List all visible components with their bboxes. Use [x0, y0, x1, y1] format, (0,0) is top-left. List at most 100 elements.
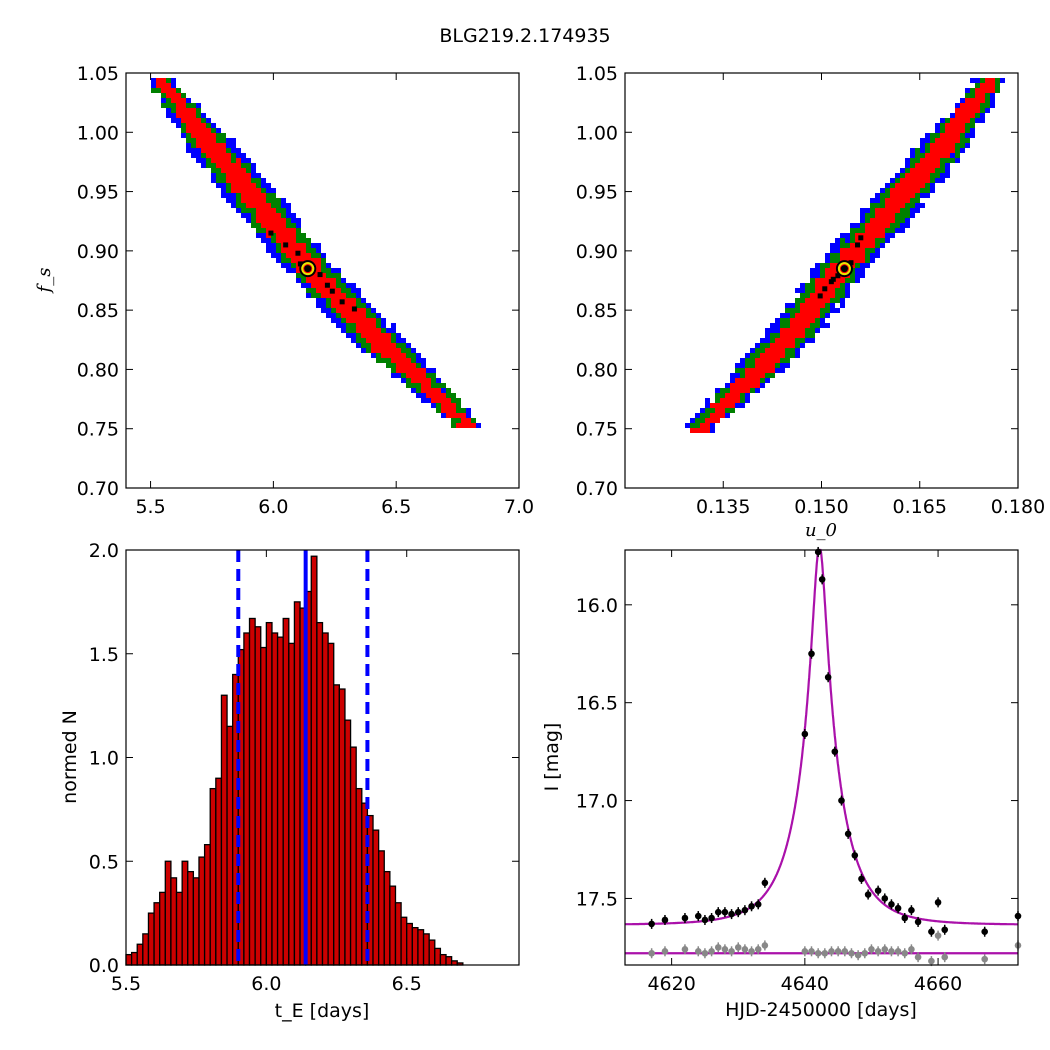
y-tick-label: 0.90: [576, 241, 618, 263]
heat-cell: [296, 258, 301, 263]
y-tick-label: 0.0: [89, 955, 119, 977]
heat-cell: [900, 198, 905, 203]
heat-cell: [825, 263, 830, 268]
heat-cell: [161, 103, 166, 108]
heat-cell: [351, 313, 356, 318]
heat-cell: [760, 378, 765, 383]
heat-cell: [850, 248, 855, 253]
heat-cell: [830, 268, 835, 273]
y-axis-label: f_s: [34, 268, 55, 295]
histogram-bar: [321, 632, 329, 966]
histogram-bar: [400, 916, 408, 966]
heat-cell: [416, 393, 421, 398]
heat-cell: [770, 373, 775, 378]
heat-cell: [750, 383, 755, 388]
heat-cell: [476, 423, 481, 428]
heat-cell: [735, 383, 740, 388]
heat-cell: [366, 303, 371, 308]
y-axis-label: normed N: [59, 710, 81, 804]
heat-cell: [870, 258, 875, 263]
heat-cell: [765, 363, 770, 368]
heat-cell: [905, 218, 910, 223]
heat-cell: [885, 218, 890, 223]
heat-cell: [196, 133, 201, 138]
heat-cell: [710, 428, 715, 433]
heat-cell: [421, 383, 426, 388]
heat-cell: [226, 198, 231, 203]
heat-cell: [196, 108, 201, 113]
heat-cell: [441, 383, 446, 388]
y-axis-label: I [mag]: [541, 723, 563, 792]
heat-cell: [815, 268, 820, 273]
heat-cell: [431, 398, 436, 403]
heat-cell: [291, 248, 296, 253]
heat-cell: [890, 233, 895, 238]
heat-cell: [161, 98, 166, 103]
heat-cell: [920, 168, 925, 173]
heat-cell: [840, 233, 845, 238]
heat-cell: [211, 143, 216, 148]
heat-cell: [201, 158, 206, 163]
heat-cell: [361, 323, 366, 328]
heat-cell: [855, 228, 860, 233]
heat-cell: [216, 183, 221, 188]
heat-cell: [196, 148, 201, 153]
heat-cell: [256, 223, 261, 228]
heat-cell: [271, 193, 276, 198]
heat-cell: [795, 323, 800, 328]
heat-cell: [316, 278, 321, 283]
heat-cell: [690, 418, 695, 423]
histogram-bar: [394, 902, 402, 966]
x-tick-label: 4640: [781, 973, 829, 995]
histogram-bar: [333, 684, 340, 966]
heat-cell: [835, 298, 840, 303]
heat-cell: [830, 283, 835, 288]
heat-cell: [351, 283, 356, 288]
heat-cell: [276, 258, 281, 263]
heat-cell: [980, 113, 985, 118]
heat-cell: [905, 193, 910, 198]
heat-cell: [905, 168, 910, 173]
heat-cell: [226, 188, 231, 193]
heat-cell: [246, 203, 251, 208]
heat-cell: [970, 88, 975, 93]
heat-cell: [965, 123, 970, 128]
residual-point: [894, 947, 902, 955]
histogram-bars: [125, 550, 464, 966]
y-tick-label: 0.75: [576, 419, 618, 441]
heat-cell: [835, 288, 840, 293]
heat-cell: [970, 128, 975, 133]
heat-cell: [456, 408, 461, 413]
heat-cell: [900, 208, 905, 213]
heat-cell: [181, 108, 186, 113]
heat-cell: [935, 148, 940, 153]
heat-cell: [945, 168, 950, 173]
heat-cell: [411, 363, 416, 368]
heat-cell: [825, 308, 830, 313]
y-tick-label: 1.05: [77, 63, 119, 85]
heat-cell: [830, 253, 835, 258]
heat-cell: [406, 378, 411, 383]
heat-cell: [900, 223, 905, 228]
heat-cell: [860, 253, 865, 258]
data-point: [981, 928, 988, 936]
heat-cell: [810, 313, 815, 318]
heat-cell: [810, 308, 815, 313]
heat-cell: [411, 358, 416, 363]
heat-cell: [411, 388, 416, 393]
heat-cell: [361, 343, 366, 348]
best-fit-ring: [301, 262, 315, 276]
heat-cell: [421, 393, 426, 398]
chain-point: [329, 288, 335, 294]
heat-cell: [930, 188, 935, 193]
panel-border: [624, 549, 1019, 966]
heat-cell: [271, 223, 276, 228]
heat-cell: [915, 163, 920, 168]
residual-point: [868, 946, 875, 953]
heat-cell: [301, 248, 306, 253]
residual-point: [941, 953, 949, 961]
histogram-bar: [450, 960, 458, 966]
heat-cell: [266, 213, 271, 218]
heat-cell: [336, 313, 341, 318]
